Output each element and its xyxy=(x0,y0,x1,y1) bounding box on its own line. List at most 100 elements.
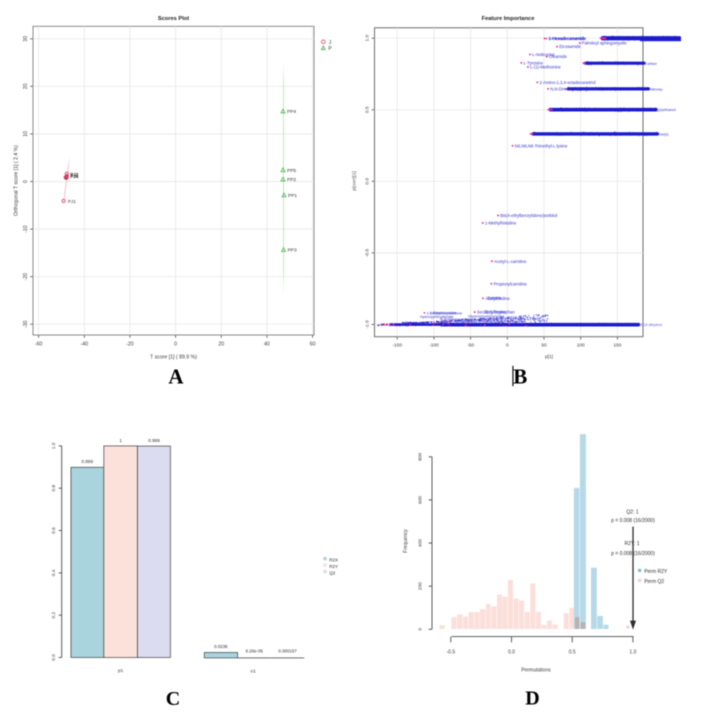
svg-text:T score [1] ( 89.9 %): T score [1] ( 89.9 %) xyxy=(150,355,197,361)
svg-text:-150: -150 xyxy=(392,343,402,349)
svg-text:1-Dihydroxyacetone: 1-Dihydroxyacetone xyxy=(427,311,463,316)
svg-text:Q2: Q2 xyxy=(329,570,336,575)
svg-text:Sec-butylamine: Sec-butylamine xyxy=(477,310,507,315)
svg-text:N6,N6,N6-Trimethyl-L-lysine: N6,N6,N6-Trimethyl-L-lysine xyxy=(515,143,568,148)
svg-text:0.0: 0.0 xyxy=(51,654,57,661)
svg-text:p[1]: p[1] xyxy=(545,354,553,360)
svg-text:Frequency: Frequency xyxy=(403,529,409,553)
svg-text:Glycerophosphocholine: Glycerophosphocholine xyxy=(468,314,505,318)
svg-text:B: B xyxy=(513,365,527,389)
svg-text:N,N-Dimethylsphingosine: N,N-Dimethylsphingosine xyxy=(550,86,598,91)
svg-text:Eicosamide: Eicosamide xyxy=(559,44,581,49)
svg-text:0.0: 0.0 xyxy=(364,178,370,185)
svg-text:Perm Q2: Perm Q2 xyxy=(644,579,664,585)
svg-text:ne(s): ne(s) xyxy=(659,131,669,136)
svg-text:-0.5: -0.5 xyxy=(446,650,455,656)
svg-text:Acetylcholine: Acetylcholine xyxy=(485,296,510,301)
svg-text:8,15-dihydrox: 8,15-dihydrox xyxy=(640,323,662,327)
svg-text:0.0236: 0.0236 xyxy=(214,644,228,649)
svg-text:0.5: 0.5 xyxy=(569,650,576,656)
svg-text:40: 40 xyxy=(264,342,270,348)
svg-text:-1.0: -1.0 xyxy=(364,320,370,329)
svg-text:PP2: PP2 xyxy=(287,177,296,183)
svg-text:1-Hexadecanamide: 1-Hexadecanamide xyxy=(548,36,586,41)
svg-text:PJ2: PJ2 xyxy=(70,172,79,177)
svg-text:Perm R2Y: Perm R2Y xyxy=(644,569,668,575)
svg-text:0.6: 0.6 xyxy=(51,527,57,534)
svg-text:PP5: PP5 xyxy=(287,168,296,174)
svg-text:Scores Plot: Scores Plot xyxy=(158,16,189,22)
svg-text:PJ4: PJ4 xyxy=(70,174,79,179)
svg-text:D: D xyxy=(525,688,539,710)
svg-text:Feature Importance: Feature Importance xyxy=(482,16,535,22)
svg-text:0: 0 xyxy=(23,180,29,183)
svg-text:PP3: PP3 xyxy=(288,248,297,254)
svg-text:200: 200 xyxy=(418,582,424,590)
svg-text:J: J xyxy=(329,40,332,46)
svg-text:(s)ethanol: (s)ethanol xyxy=(658,107,676,112)
svg-text:PP4: PP4 xyxy=(287,109,296,115)
svg-text:0.000157: 0.000157 xyxy=(278,648,297,653)
svg-text:150: 150 xyxy=(613,343,621,349)
svg-text:50: 50 xyxy=(541,343,547,349)
svg-text:-100: -100 xyxy=(429,343,439,349)
svg-text:L-(1)-Methionine: L-(1)-Methionine xyxy=(530,65,561,70)
svg-text:N-Acetylneuraminate-L-aspartat: N-Acetylneuraminate-L-aspartate-N,N xyxy=(440,318,499,322)
svg-text:1: 1 xyxy=(119,438,122,443)
svg-text:2-Amino-1,3,4-octadecanetriol: 2-Amino-1,3,4-octadecanetriol xyxy=(540,80,596,85)
svg-text:Palmitoyl sphingomyelin: Palmitoyl sphingomyelin xyxy=(582,41,628,46)
svg-text:0.5: 0.5 xyxy=(364,106,370,113)
svg-text:P: P xyxy=(328,46,332,52)
svg-text:Betaine: Betaine xyxy=(488,296,503,301)
svg-text:o1: o1 xyxy=(250,668,256,674)
svg-text:-40: -40 xyxy=(81,342,89,348)
svg-text:D(+)-Tryptophan: D(+)-Tryptophan xyxy=(484,309,515,314)
svg-text:R2Y: 1: R2Y: 1 xyxy=(624,541,639,547)
svg-text:60: 60 xyxy=(310,342,316,348)
svg-text:C: C xyxy=(166,688,180,710)
svg-text:800: 800 xyxy=(418,452,424,460)
svg-text:0.2: 0.2 xyxy=(51,612,57,619)
svg-text:Oleamide: Oleamide xyxy=(549,54,568,59)
svg-text:0: 0 xyxy=(418,628,424,631)
svg-text:p1: p1 xyxy=(118,668,124,674)
svg-text:100: 100 xyxy=(577,343,585,349)
svg-text:Acetyl-L-carnitine: Acetyl-L-carnitine xyxy=(494,259,527,264)
svg-text:L-Tyrosine: L-Tyrosine xyxy=(524,60,544,65)
svg-text:0.8: 0.8 xyxy=(51,485,57,492)
svg-text:-50: -50 xyxy=(467,343,474,349)
svg-text:20: 20 xyxy=(23,83,29,89)
svg-text:8.26e-05: 8.26e-05 xyxy=(246,648,264,653)
svg-text:L-Isoleucine: L-Isoleucine xyxy=(532,52,555,57)
svg-text:1.0: 1.0 xyxy=(629,650,636,656)
svg-text:p = 0.008 (16/2000): p = 0.008 (16/2000) xyxy=(611,518,655,524)
svg-text:-30: -30 xyxy=(23,320,29,328)
svg-text:0.0: 0.0 xyxy=(508,650,515,656)
svg-text:600: 600 xyxy=(418,496,424,504)
svg-text:l ether: l ether xyxy=(646,61,658,66)
svg-text:Orthogonal T score [1] ( 2.4 %: Orthogonal T score [1] ( 2.4 %) xyxy=(14,145,20,216)
svg-text:0.4: 0.4 xyxy=(51,569,57,576)
svg-text:A: A xyxy=(168,365,184,389)
svg-text:p = 0.008 (16/2000): p = 0.008 (16/2000) xyxy=(611,551,655,557)
svg-text:-20: -20 xyxy=(23,273,29,281)
svg-text:400: 400 xyxy=(418,539,424,547)
svg-text:-60: -60 xyxy=(35,342,43,348)
svg-text:R2Y: R2Y xyxy=(329,564,338,569)
svg-text:PP1: PP1 xyxy=(288,193,297,199)
svg-text:1-Hexadecanamide: 1-Hexadecanamide xyxy=(549,36,587,41)
svg-text:-20: -20 xyxy=(126,342,134,348)
svg-text:30: 30 xyxy=(23,36,29,42)
svg-text:0: 0 xyxy=(506,343,509,349)
svg-text:1.0: 1.0 xyxy=(51,442,57,449)
svg-text:Hydroxyphenyllactate: Hydroxyphenyllactate xyxy=(420,315,454,319)
svg-text:Sedoheptulose-phosphogluconate: Sedoheptulose-phosphogluconate-homoserin… xyxy=(455,320,525,324)
svg-text:10: 10 xyxy=(23,131,29,137)
svg-text:-10: -10 xyxy=(23,225,29,233)
svg-text:p(corr)[1]: p(corr)[1] xyxy=(352,171,358,190)
svg-text:Permutations: Permutations xyxy=(521,668,551,674)
svg-text:L-Homocitrulline-2,3-diol: L-Homocitrulline-2,3-diol xyxy=(500,317,538,321)
svg-text:0: 0 xyxy=(174,342,177,348)
svg-text:Q2: 1: Q2: 1 xyxy=(626,509,638,515)
svg-text:PJ1: PJ1 xyxy=(68,199,76,204)
